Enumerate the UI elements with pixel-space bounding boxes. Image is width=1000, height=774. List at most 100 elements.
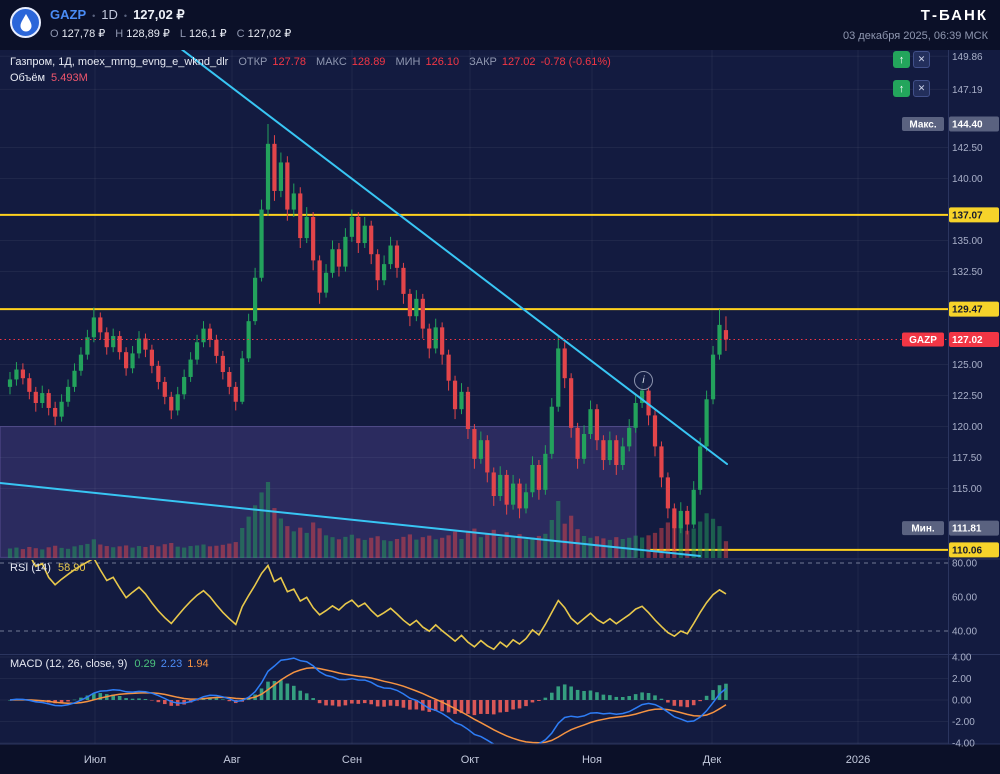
grid xyxy=(0,50,948,744)
svg-text:-4.00: -4.00 xyxy=(952,739,975,750)
alert-widget-2: ↑ ✕ xyxy=(893,80,930,97)
svg-text:-2.00: -2.00 xyxy=(952,717,975,728)
low-value: 126,1 ₽ xyxy=(189,28,227,40)
alert-close-button-2[interactable]: ✕ xyxy=(913,80,930,97)
macd-histogram xyxy=(8,680,728,716)
svg-text:117.50: 117.50 xyxy=(952,453,982,464)
macd-hist-value: 0.29 xyxy=(134,658,156,670)
time-axis-background[interactable] xyxy=(0,744,1000,774)
svg-text:125.00: 125.00 xyxy=(952,360,983,371)
svg-text:2026: 2026 xyxy=(846,754,870,766)
svg-text:137.07: 137.07 xyxy=(952,210,983,221)
separator-dot: • xyxy=(123,11,128,21)
info-marker[interactable]: i xyxy=(634,371,653,390)
svg-text:Авг: Авг xyxy=(223,754,240,766)
flame-icon xyxy=(20,13,31,31)
buy-arrow-marker-2[interactable]: ↑ xyxy=(893,80,910,97)
series-side-label xyxy=(902,332,944,347)
svg-text:40.00: 40.00 xyxy=(952,627,977,638)
svg-text:2.00: 2.00 xyxy=(952,674,972,685)
macd-label[interactable]: MACD (12, 26, close, 9) xyxy=(10,658,128,670)
svg-text:0.00: 0.00 xyxy=(952,696,972,707)
price-axis[interactable]: 149.86 147.19 142.50 140.00 135.00 132.50 125.… xyxy=(902,52,999,750)
main-pane[interactable] xyxy=(0,42,948,558)
legend-high-label: МАКС xyxy=(316,56,347,68)
rsi-value: 58.90 xyxy=(57,562,86,574)
macd-signal-value: 1.94 xyxy=(187,658,209,670)
open-label: О xyxy=(50,28,59,40)
time-axis[interactable]: Июл Авг Сен Окт Ноя Дек 2026 xyxy=(84,754,870,766)
buy-arrow-marker-1[interactable]: ↑ xyxy=(893,51,910,68)
gazprom-logo xyxy=(10,7,41,38)
svg-text:80.00: 80.00 xyxy=(952,559,977,570)
close-label: С xyxy=(236,28,245,40)
volume-series xyxy=(7,482,729,558)
svg-text:120.00: 120.00 xyxy=(952,422,983,433)
svg-text:Окт: Окт xyxy=(461,754,480,766)
candlestick-series xyxy=(7,124,729,550)
macd-pane[interactable] xyxy=(8,657,728,749)
svg-text:111.81: 111.81 xyxy=(952,524,982,535)
legend-close-value: 127.02 xyxy=(501,56,536,68)
trendline[interactable] xyxy=(172,42,728,465)
svg-text:Ноя: Ноя xyxy=(582,754,602,766)
svg-text:127.02: 127.02 xyxy=(952,335,983,346)
close-icon: ✕ xyxy=(917,54,926,64)
chart-background xyxy=(0,50,1000,744)
svg-text:Макс.: Макс. xyxy=(909,120,936,131)
svg-text:110.06: 110.06 xyxy=(952,545,982,556)
svg-text:135.00: 135.00 xyxy=(952,236,983,247)
price-badge xyxy=(949,520,999,536)
legend-low-value: 126.10 xyxy=(425,56,460,68)
rsi-label[interactable]: RSI (14) xyxy=(10,562,51,574)
rsi-pane[interactable] xyxy=(0,529,948,651)
svg-text:129.47: 129.47 xyxy=(952,305,983,316)
svg-text:Дек: Дек xyxy=(703,754,722,766)
svg-text:132.50: 132.50 xyxy=(952,267,983,278)
legend-title[interactable]: Газпром, 1Д, moex_mrng_evng_e_wknd_dlr xyxy=(10,56,229,68)
timeframe-selector[interactable]: 1D xyxy=(101,7,118,22)
volume-label[interactable]: Объём xyxy=(10,72,46,84)
legend-close-label: ЗАКР xyxy=(469,56,497,68)
trendline[interactable] xyxy=(0,482,701,557)
high-label: Н xyxy=(115,28,124,40)
legend-open-value: 127.78 xyxy=(272,56,307,68)
chart-legend: Газпром, 1Д, moex_mrng_evng_e_wknd_dlr О… xyxy=(10,56,611,68)
alert-close-button-1[interactable]: ✕ xyxy=(913,51,930,68)
price-badge xyxy=(949,116,999,132)
arrow-up-icon: ↑ xyxy=(898,53,905,66)
svg-text:Мин.: Мин. xyxy=(911,524,935,535)
ohlc-row: О 127,78 ₽ Н 128,89 ₽ L 126,1 ₽ С 127,02 ₽ xyxy=(50,27,291,40)
info-icon: i xyxy=(642,375,645,386)
series-side-label xyxy=(902,521,944,536)
alert-widget-1: ↑ ✕ xyxy=(893,51,930,68)
separator-dot: • xyxy=(92,11,96,21)
macd-signal-line xyxy=(9,667,727,744)
price-badge xyxy=(949,542,999,558)
svg-text:142.50: 142.50 xyxy=(952,143,983,154)
legend-change: -0.78 (-0.61%) xyxy=(540,56,611,68)
symbol-ticker[interactable]: GAZP xyxy=(50,7,87,22)
svg-text:122.50: 122.50 xyxy=(952,391,983,402)
rsi-line xyxy=(31,560,727,651)
svg-text:147.19: 147.19 xyxy=(952,85,983,96)
legend-low-label: МИН xyxy=(395,56,421,68)
svg-text:149.86: 149.86 xyxy=(952,52,983,63)
svg-text:4.00: 4.00 xyxy=(952,653,972,664)
tbank-logo: Т-БАНК xyxy=(920,7,988,24)
arrow-up-icon: ↑ xyxy=(898,82,905,95)
last-price: 127,02 ₽ xyxy=(133,7,185,22)
rsi-legend: RSI (14) 58.90 xyxy=(10,562,86,574)
svg-text:144.40: 144.40 xyxy=(952,120,983,131)
high-value: 128,89 ₽ xyxy=(126,28,170,40)
svg-text:Сен: Сен xyxy=(342,754,362,766)
price-badge xyxy=(949,332,999,348)
volume-value: 5.493M xyxy=(51,72,88,84)
close-icon: ✕ xyxy=(917,83,926,93)
datetime-label: 03 декабря 2025, 06:39 МСК xyxy=(843,30,988,42)
open-value: 127,78 ₽ xyxy=(61,28,106,40)
svg-text:GAZP: GAZP xyxy=(909,335,937,346)
low-label: L xyxy=(179,28,187,40)
macd-legend: MACD (12, 26, close, 9) 0.29 2.23 1.94 xyxy=(10,658,209,670)
